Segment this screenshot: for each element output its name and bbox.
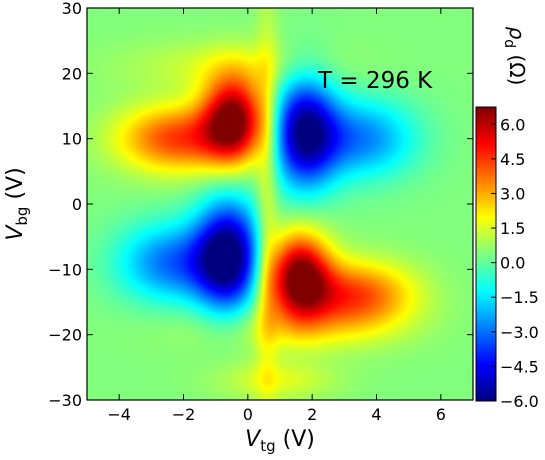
colorbar-title: ρd (Ω)	[501, 27, 529, 86]
colorbar-tick-label: −1.5	[500, 288, 539, 307]
colorbar-frame	[475, 106, 497, 402]
x-axis-title-sub: tg	[260, 437, 275, 455]
y-ticks: −30 −20 −10 0 10 20 30	[48, 0, 473, 410]
x-tick-label: −2	[172, 405, 196, 424]
y-axis-title: Vbg (V)	[3, 167, 31, 240]
x-axis-title-unit: (V)	[276, 427, 315, 452]
y-tick-label: 0	[72, 195, 82, 214]
colorbar-title-sub: d	[501, 39, 517, 48]
y-tick-label: −30	[48, 391, 82, 410]
x-tick-label: −4	[107, 405, 131, 424]
colorbar-tick-label: −3.0	[500, 323, 539, 342]
x-axis-title: Vtg (V)	[245, 427, 315, 455]
colorbar-ticks: 6.0 4.5 3.0 1.5 0.0 −1.5 −3.0 −4.5 −6.0	[491, 115, 539, 411]
y-tick-label: 20	[62, 64, 82, 83]
heatmap-image	[87, 8, 473, 400]
colorbar-tick-label: 0.0	[500, 254, 525, 273]
y-axis-title-unit: (V)	[3, 167, 28, 206]
x-ticks: −4 −2 0 2 4 6	[107, 8, 446, 424]
colorbar-title-unit: (Ω)	[505, 48, 529, 85]
temperature-annotation: T = 296 K	[317, 68, 433, 94]
colorbar-tick-label: 3.0	[500, 184, 525, 203]
x-tick-label: 6	[436, 405, 446, 424]
y-tick-label: −20	[48, 326, 82, 345]
y-tick-label: 10	[62, 130, 82, 149]
x-tick-label: 4	[371, 405, 381, 424]
colorbar-tick-label: −6.0	[500, 392, 539, 411]
x-axis-title-var: V	[245, 427, 262, 452]
x-tick-label: 2	[307, 405, 317, 424]
y-axis-title-var: V	[3, 224, 28, 241]
colorbar-tick-label: −4.5	[500, 357, 539, 376]
colorbar-title-var: ρ	[505, 27, 529, 40]
y-axis-title-sub: bg	[13, 207, 31, 226]
y-tick-label: −10	[48, 260, 82, 279]
y-tick-label: 30	[62, 0, 82, 18]
colorbar-tick-label: 4.5	[500, 150, 525, 169]
colorbar-image	[476, 107, 496, 401]
colorbar-tick-label: 1.5	[500, 219, 525, 238]
x-tick-label: 0	[243, 405, 253, 424]
colorbar: 6.0 4.5 3.0 1.5 0.0 −1.5 −3.0 −4.5 −6.0 ρd (Ω)	[475, 27, 539, 411]
colorbar-tick-label: 6.0	[500, 115, 525, 134]
